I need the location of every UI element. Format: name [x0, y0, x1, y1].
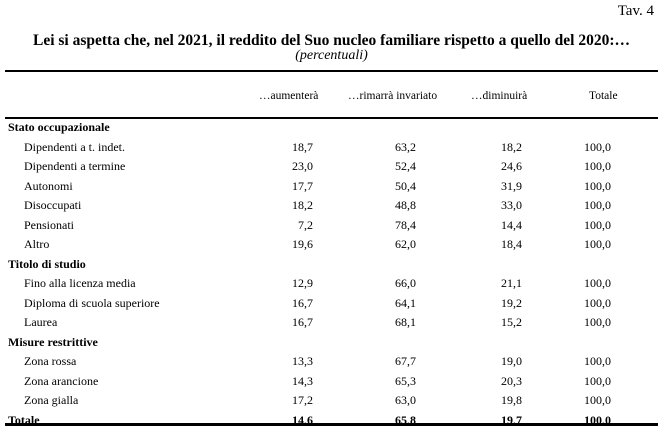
cell-value: 100,0	[584, 198, 611, 212]
cell-value: 100,0	[584, 315, 611, 329]
cell-value: 63,2	[395, 139, 416, 154]
cell-value: 18,2	[292, 198, 313, 212]
column-header-invariato: …rimarrà invariato	[348, 90, 438, 102]
row-label: Autonomi	[24, 178, 73, 193]
row-label: Dipendenti a t. indet.	[24, 139, 125, 154]
row-label: Laurea	[24, 315, 58, 329]
cell-value: 100,0	[584, 237, 611, 251]
cell-value: 68,1	[395, 315, 416, 329]
table-row: Laurea 16,7 68,1 15,2 100,0	[0, 315, 663, 334]
cell-value: 20,3	[501, 373, 522, 388]
table-row: Pensionati 7,2 78,4 14,4 100,0	[0, 218, 663, 237]
column-header-diminuira: …diminuirà	[471, 90, 528, 102]
table-row: Zona arancione 14,3 65,3 20,3 100,0	[0, 374, 663, 393]
cell-value: 100,0	[584, 159, 611, 173]
row-label: Dipendenti a termine	[24, 159, 126, 173]
cell-value: 19,6	[292, 237, 313, 251]
header-rule	[5, 117, 658, 119]
cell-value: 21,1	[501, 276, 522, 290]
table-row: Diploma di scuola superiore 16,7 64,1 19,2 1…	[0, 296, 663, 315]
cell-value: 16,7	[292, 315, 313, 329]
column-header-totale: Totale	[589, 90, 618, 102]
cell-value: 50,4	[395, 178, 416, 193]
cell-value: 17,2	[292, 393, 313, 407]
cell-value: 52,4	[395, 159, 416, 173]
top-rule	[5, 70, 658, 72]
row-label: Pensionati	[24, 217, 74, 232]
group-header: Titolo di studio	[0, 257, 663, 276]
cell-value: 24,6	[501, 159, 522, 173]
cell-value: 66,0	[395, 276, 416, 290]
table-row: Zona gialla 17,2 63,0 19,8 100,0	[0, 393, 663, 412]
group-header: Stato occupazionale	[0, 120, 663, 139]
row-label: Titolo di studio	[8, 256, 86, 271]
cell-value: 14,4	[501, 217, 522, 232]
cell-value: 19,2	[501, 295, 522, 310]
cell-value: 48,8	[395, 198, 416, 212]
cell-value: 18,2	[501, 139, 522, 154]
row-label: Misure restrittive	[8, 334, 98, 349]
row-label: Stato occupazionale	[8, 120, 110, 134]
cell-value: 100,0	[584, 354, 611, 368]
cell-value: 23,0	[292, 159, 313, 173]
cell-value: 18,4	[501, 237, 522, 251]
cell-value: 17,7	[292, 178, 313, 193]
table-row: Disoccupati 18,2 48,8 33,0 100,0	[0, 198, 663, 217]
table-subtitle: (percentuali)	[295, 48, 368, 63]
cell-value: 100,0	[584, 295, 611, 310]
cell-value: 100,0	[584, 217, 611, 232]
cell-value: 7,2	[298, 217, 313, 232]
column-header-aumentera: …aumenterà	[259, 90, 319, 102]
table-row: Autonomi 17,7 50,4 31,9 100,0	[0, 179, 663, 198]
cell-value: 33,0	[501, 198, 522, 212]
cell-value: 64,1	[395, 295, 416, 310]
table-row: Dipendenti a t. indet. 18,7 63,2 18,2 100,0	[0, 140, 663, 159]
cell-value: 19,8	[501, 393, 522, 407]
table-number: Tav. 4	[617, 3, 654, 19]
cell-value: 100,0	[584, 139, 611, 154]
table-row: Fino alla licenza media 12,9 66,0 21,1 100,0	[0, 276, 663, 295]
cell-value: 100,0	[584, 393, 611, 407]
cell-value: 100,0	[584, 276, 611, 290]
cell-value: 19,0	[501, 354, 522, 368]
table-row: Altro 19,6 62,0 18,4 100,0	[0, 237, 663, 256]
table-row: Zona rossa 13,3 67,7 19,0 100,0	[0, 354, 663, 373]
row-label: Zona rossa	[24, 354, 77, 368]
cell-value: 12,9	[292, 276, 313, 290]
cell-value: 65,3	[395, 373, 416, 388]
total-row: Totale 14,6 65,8 19,7 100,0	[0, 413, 663, 432]
cell-value: 100,0	[584, 373, 611, 388]
cell-value: 62,0	[395, 237, 416, 251]
row-label: Disoccupati	[24, 198, 82, 212]
cell-value: 16,7	[292, 295, 313, 310]
row-label: Zona arancione	[24, 373, 99, 388]
row-label: Altro	[24, 237, 50, 251]
cell-value: 63,0	[395, 393, 416, 407]
cell-value: 100,0	[584, 178, 611, 193]
cell-value: 14,3	[292, 373, 313, 388]
cell-value: 31,9	[501, 178, 522, 193]
row-label: Diploma di scuola superiore	[24, 295, 160, 310]
cell-value: 18,7	[292, 139, 313, 154]
cell-value: 15,2	[501, 315, 522, 329]
row-label: Fino alla licenza media	[24, 276, 136, 290]
cell-value: 78,4	[395, 217, 416, 232]
group-header: Misure restrittive	[0, 335, 663, 354]
bottom-rule	[5, 423, 658, 426]
cell-value: 67,7	[395, 354, 416, 368]
table-title: Lei si aspetta che, nel 2021, il reddito…	[32, 32, 631, 49]
table-row: Dipendenti a termine 23,0 52,4 24,6 100,0	[0, 159, 663, 178]
cell-value: 13,3	[292, 354, 313, 368]
row-label: Zona gialla	[24, 393, 79, 407]
